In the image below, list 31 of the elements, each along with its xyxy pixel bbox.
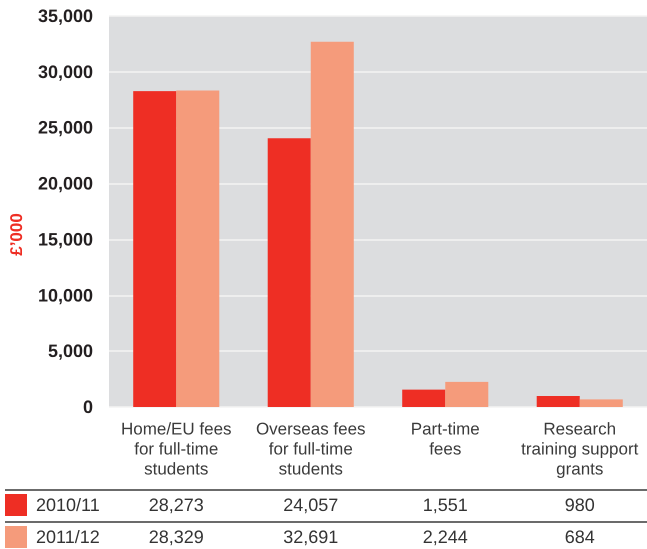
bar	[402, 390, 446, 407]
bar	[310, 42, 354, 407]
data-label: 32,691	[283, 527, 338, 547]
data-label: 28,329	[148, 527, 204, 547]
bar	[268, 138, 311, 407]
y-tick-label: 5,000	[48, 341, 93, 362]
data-label: 24,057	[283, 495, 338, 515]
y-tick-label: 10,000	[38, 285, 93, 306]
y-tick-label: 0	[82, 397, 93, 417]
x-tick-label: Overseas fees for full-time students	[256, 420, 366, 478]
bar	[133, 91, 176, 407]
legend-label: 2011/12	[36, 527, 100, 547]
data-label: 2,244	[422, 527, 468, 547]
data-label: 980	[564, 495, 595, 515]
y-tick-label: 20,000	[38, 174, 93, 194]
bar	[536, 396, 580, 407]
y-tick-label: 30,000	[38, 62, 93, 82]
data-label: 28,273	[148, 495, 204, 515]
data-label: 1,551	[422, 495, 468, 515]
data-label: 684	[564, 527, 595, 547]
bar	[445, 382, 488, 407]
x-tick-label: Home/EU fees for full-time students	[120, 420, 232, 478]
y-tick-label: 25,000	[38, 118, 93, 138]
legend-label: 2010/11	[36, 495, 100, 515]
y-tick-label: 35,000	[38, 6, 93, 26]
x-tick-label: Part-time fees	[410, 420, 480, 458]
x-tick-label: Research training support grants	[521, 420, 639, 478]
bar	[580, 399, 623, 407]
bar	[176, 90, 220, 407]
y-tick-label: 15,000	[38, 229, 93, 250]
y-axis-title: £’000	[7, 213, 26, 256]
